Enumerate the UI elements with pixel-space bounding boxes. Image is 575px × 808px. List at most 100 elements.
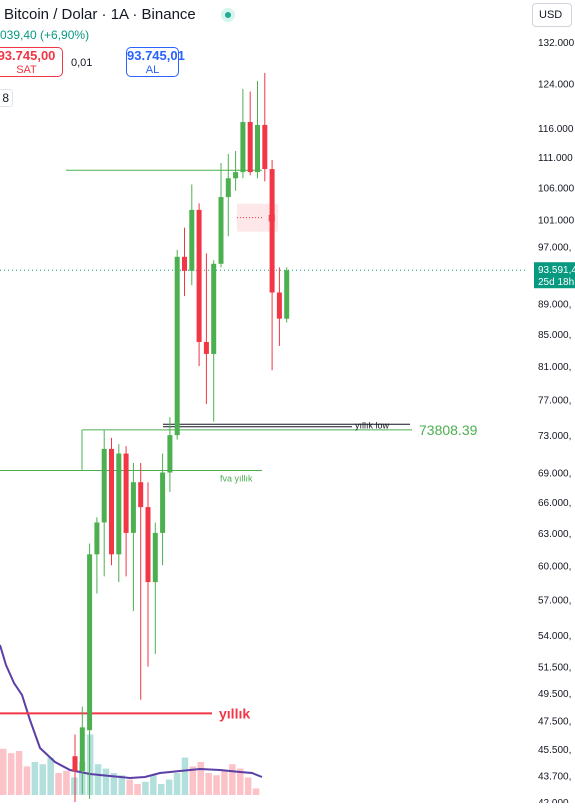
- y-tick-label: 89.000,: [538, 300, 571, 311]
- volume-bar: [15, 751, 23, 795]
- candle[interactable]: [247, 91, 253, 176]
- candle[interactable]: [109, 437, 114, 566]
- volume-bar: [237, 768, 244, 795]
- candle[interactable]: [152, 522, 158, 654]
- volume-bar: [189, 766, 197, 795]
- volume-bar: [94, 764, 102, 795]
- y-tick-label: 101.000: [538, 216, 575, 227]
- volume-bar: [181, 757, 189, 795]
- y-tick-label: 73.000,: [538, 431, 571, 442]
- y-tick-label: 60.000,: [538, 561, 571, 572]
- yearly-low-label: yıllık low: [355, 420, 390, 430]
- volume-bar: [197, 762, 204, 795]
- y-tick-label: 77.000,: [538, 396, 571, 407]
- volume-bar: [221, 770, 228, 795]
- candle[interactable]: [218, 163, 224, 268]
- candle[interactable]: [130, 462, 136, 612]
- y-tick-label: 51.500,: [538, 663, 571, 674]
- volume-bar: [134, 784, 141, 795]
- y-tick-label: 45.500,: [538, 745, 571, 756]
- price-change: 039,40 (+6,90%): [0, 28, 90, 42]
- candle[interactable]: [72, 734, 78, 802]
- sell-label: SAT: [16, 64, 37, 76]
- y-tick-label: 66.000,: [538, 498, 571, 509]
- volume-bar: [142, 781, 149, 795]
- y-tick-label: 54.000,: [538, 631, 571, 642]
- volume-bar: [39, 764, 46, 795]
- candle[interactable]: [87, 543, 93, 799]
- y-tick-label: 111.000: [538, 153, 573, 164]
- countdown-label: 25d 18h: [538, 277, 574, 288]
- volume-bar: [205, 773, 212, 795]
- candle[interactable]: [189, 184, 195, 286]
- volume-bar: [118, 775, 125, 795]
- buy-price: 93.745,01: [127, 48, 185, 63]
- y-tick-label: 42.000,: [538, 798, 571, 803]
- y-tick-label: 57.000,: [538, 595, 571, 606]
- candle[interactable]: [167, 417, 173, 493]
- y-tick-label: 69.000,: [538, 469, 571, 480]
- yearly-open-label: yıllık: [219, 705, 250, 721]
- candle[interactable]: [145, 482, 151, 667]
- volume-bar: [71, 777, 78, 795]
- y-tick-label: 63.000,: [538, 529, 571, 540]
- candle[interactable]: [160, 453, 166, 566]
- volume-bar: [244, 777, 252, 795]
- candle[interactable]: [284, 267, 290, 323]
- volume-bar: [86, 734, 94, 795]
- level-73808-label: 73808.39: [419, 422, 478, 438]
- volume-bar: [7, 753, 15, 795]
- y-tick-label: 132.000: [538, 38, 575, 49]
- candle[interactable]: [255, 80, 260, 179]
- y-tick-label: 47.500,: [538, 716, 571, 727]
- volume-bar: [213, 775, 220, 795]
- candle[interactable]: [262, 72, 268, 182]
- current-price-label: 93.591,4: [538, 265, 575, 276]
- y-tick-label: 49.500,: [538, 689, 571, 700]
- volume-bar: [102, 768, 110, 795]
- volume-bar: [55, 773, 62, 795]
- candle[interactable]: [203, 253, 209, 405]
- moving-average-line: [0, 644, 263, 780]
- candle[interactable]: [182, 227, 187, 297]
- candle[interactable]: [240, 88, 246, 179]
- symbol-title[interactable]: Bitcoin / Dolar · 1A · Binance: [4, 6, 196, 23]
- sell-button[interactable]: 93.745,00 SAT: [0, 47, 63, 77]
- marker-label: M: [268, 214, 276, 224]
- candle[interactable]: [196, 203, 202, 367]
- volume-bar: [23, 766, 31, 795]
- volume-bar: [150, 775, 157, 795]
- candles: [72, 72, 290, 802]
- candle[interactable]: [116, 444, 122, 583]
- candle[interactable]: [225, 154, 231, 237]
- fva-label: fva yıllık: [220, 474, 253, 484]
- volume-bar: [110, 773, 118, 795]
- y-tick-label: 85.000,: [538, 330, 571, 341]
- candle[interactable]: [79, 706, 85, 795]
- volume-bar: [252, 788, 260, 795]
- candle[interactable]: [138, 462, 144, 700]
- currency-selector[interactable]: USD: [532, 3, 572, 27]
- ma-line: [0, 644, 263, 780]
- candle[interactable]: [233, 151, 239, 191]
- candle[interactable]: [174, 249, 180, 440]
- annotation-lines: [0, 169, 528, 715]
- candle[interactable]: [211, 260, 217, 422]
- spread-value: 0,01: [71, 57, 93, 69]
- candle[interactable]: [123, 446, 129, 577]
- y-tick-label: 97.000,: [538, 242, 571, 253]
- candle[interactable]: [276, 267, 282, 346]
- candle[interactable]: [94, 517, 100, 594]
- candle[interactable]: [269, 159, 275, 371]
- candle[interactable]: [101, 430, 107, 577]
- market-open-icon: [221, 8, 235, 22]
- buy-label: AL: [145, 64, 160, 76]
- y-tick-label: 106.000: [538, 184, 575, 195]
- annotation-labels: yıllık low 73808.39 fva yıllık yıllık M: [219, 203, 478, 721]
- volume-bar: [63, 770, 70, 795]
- y-tick-label: 81.000,: [538, 362, 571, 373]
- indicator-count-badge[interactable]: 8: [0, 89, 13, 107]
- buy-button[interactable]: 93.745,01 AL: [126, 47, 185, 77]
- price-axis[interactable]: 132.000 124.000 116.000 111.000 106.000 101.0…: [528, 0, 575, 808]
